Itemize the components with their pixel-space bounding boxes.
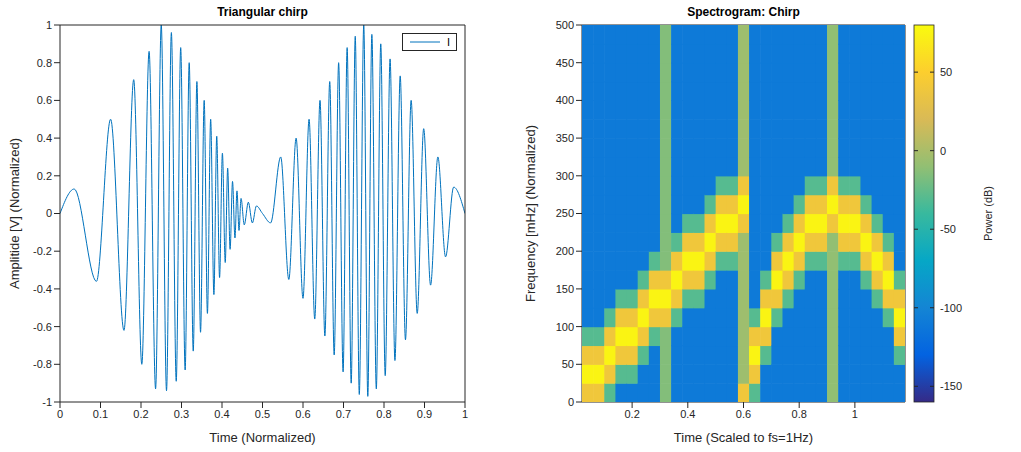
svg-text:0.2: 0.2 — [624, 408, 639, 420]
svg-text:0.9: 0.9 — [417, 408, 432, 420]
svg-text:-0.2: -0.2 — [33, 245, 52, 257]
svg-text:0.6: 0.6 — [295, 408, 310, 420]
svg-text:1: 1 — [46, 19, 52, 31]
svg-text:450: 450 — [556, 57, 574, 69]
svg-text:0.7: 0.7 — [336, 408, 351, 420]
svg-text:50: 50 — [940, 66, 952, 78]
svg-text:0: 0 — [57, 408, 63, 420]
html-text:I: I — [446, 36, 450, 48]
svg-text:-50: -50 — [940, 223, 956, 235]
svg-text:Amplitide [V] (Normalized): Amplitide [V] (Normalized) — [7, 138, 22, 289]
svg-text:0.1: 0.1 — [93, 408, 108, 420]
svg-text:Power (dB): Power (dB) — [982, 186, 994, 241]
svg-text:Frequency [mHz] (Normalized): Frequency [mHz] (Normalized) — [523, 125, 538, 302]
svg-text:-0.6: -0.6 — [33, 321, 52, 333]
svg-text:0: 0 — [568, 396, 574, 408]
svg-text:250: 250 — [556, 207, 574, 219]
svg-text:0.3: 0.3 — [174, 408, 189, 420]
svg-text:0: 0 — [46, 207, 52, 219]
svg-text:0.2: 0.2 — [37, 170, 52, 182]
svg-text:0.6: 0.6 — [736, 408, 751, 420]
svg-text:0.8: 0.8 — [792, 408, 807, 420]
html-text:Spectrogram: Chirp: Spectrogram: Chirp — [687, 5, 800, 19]
svg-text:-0.8: -0.8 — [33, 358, 52, 370]
svg-text:0.4: 0.4 — [680, 408, 695, 420]
svg-text:-1: -1 — [42, 396, 52, 408]
svg-text:Time (Scaled to fs=1Hz): Time (Scaled to fs=1Hz) — [674, 430, 813, 445]
svg-text:300: 300 — [556, 170, 574, 182]
svg-text:350: 350 — [556, 132, 574, 144]
svg-text:150: 150 — [556, 283, 574, 295]
svg-text:0: 0 — [940, 145, 946, 157]
svg-text:-100: -100 — [940, 302, 962, 314]
svg-text:0.2: 0.2 — [133, 408, 148, 420]
svg-text:0.4: 0.4 — [37, 132, 52, 144]
svg-text:0.4: 0.4 — [214, 408, 229, 420]
svg-text:1: 1 — [462, 408, 468, 420]
svg-text:-0.4: -0.4 — [33, 283, 52, 295]
svg-text:500: 500 — [556, 19, 574, 31]
svg-text:1: 1 — [852, 408, 858, 420]
svg-text:Time (Normalized): Time (Normalized) — [209, 430, 315, 445]
svg-text:0.8: 0.8 — [37, 57, 52, 69]
svg-text:200: 200 — [556, 245, 574, 257]
svg-text:400: 400 — [556, 94, 574, 106]
svg-text:100: 100 — [556, 321, 574, 333]
svg-text:0.5: 0.5 — [255, 408, 270, 420]
svg-text:-150: -150 — [940, 380, 962, 392]
html-text:Triangular chirp: Triangular chirp — [217, 5, 308, 19]
svg-text:0.6: 0.6 — [37, 94, 52, 106]
svg-text:50: 50 — [562, 358, 574, 370]
svg-text:0.8: 0.8 — [376, 408, 391, 420]
